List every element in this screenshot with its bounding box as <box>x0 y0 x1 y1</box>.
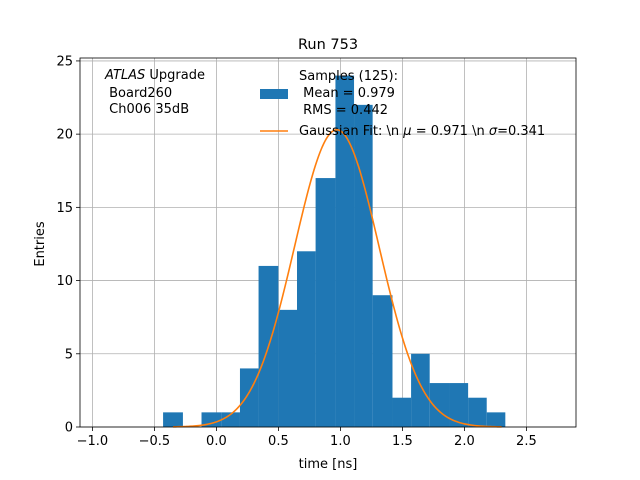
x-tick-label: 0.5 <box>268 434 289 449</box>
histogram-bars <box>163 75 506 428</box>
legend-fit-end: =0.341 <box>497 124 545 139</box>
legend-fit-mid: = 0.971 \n <box>412 124 489 139</box>
y-tick-label: 15 <box>56 201 73 216</box>
histogram-bar <box>278 309 297 427</box>
annotation-board: Board260 <box>105 86 172 101</box>
annotation-atlas-italic: ATLAS <box>104 68 145 83</box>
gaussian-fit-curve <box>172 128 502 428</box>
histogram-bar <box>297 251 316 427</box>
axes <box>79 57 577 428</box>
histogram-bar <box>468 397 487 427</box>
histogram-bar <box>315 178 336 427</box>
legend-samples-line1: Samples (125): <box>299 69 398 84</box>
legend-fit-sigma: σ <box>489 124 498 139</box>
legend-fit-mu: μ <box>402 124 411 139</box>
plot-frame <box>79 57 577 428</box>
histogram-bar <box>449 383 469 427</box>
histogram-bar <box>354 104 373 427</box>
atlas-annotation: ATLAS Upgrade Board260 Ch006 35dB <box>104 68 205 117</box>
legend-samples-line3: RMS = 0.442 <box>299 103 388 118</box>
annotation-upgrade: Upgrade <box>145 68 205 83</box>
histogram-bar <box>239 368 259 427</box>
x-tick-label: 1.5 <box>392 434 413 449</box>
histogram-bar <box>392 397 412 427</box>
legend-fit-label: Gaussian Fit: \n μ = 0.971 \n σ=0.341 <box>299 124 545 139</box>
y-tick-label: 0 <box>65 421 73 436</box>
annotation-channel: Ch006 35dB <box>105 102 189 117</box>
histogram-bar <box>486 412 506 427</box>
x-tick-label: 0.0 <box>206 434 227 449</box>
histogram-bar <box>335 75 355 428</box>
histogram-bar <box>201 412 222 427</box>
y-tick-label: 20 <box>56 128 73 143</box>
histogram-bar <box>411 353 430 427</box>
x-axis-label: time [ns] <box>299 457 358 472</box>
chart-title: Run 753 <box>298 37 358 53</box>
legend-bars-swatch <box>260 89 288 99</box>
svg-text:ATLAS Upgrade: ATLAS Upgrade <box>104 68 205 83</box>
x-tick-label: 2.0 <box>454 434 475 449</box>
x-tick-label: −0.5 <box>139 434 171 449</box>
y-tick-label: 25 <box>56 54 73 69</box>
histogram-bar <box>163 412 183 427</box>
tick-marks: −1.0 −0.5 0.0 0.5 1.0 1.5 2.0 2.5 0 5 10 15 20 25 <box>56 54 536 449</box>
histogram-bar <box>372 295 393 427</box>
x-tick-label: 1.0 <box>330 434 351 449</box>
histogram-bar <box>221 412 240 427</box>
x-tick-label: 2.5 <box>516 434 537 449</box>
y-tick-label: 10 <box>56 274 73 289</box>
legend-samples-line2: Mean = 0.979 <box>299 86 395 101</box>
y-tick-label: 5 <box>65 347 73 362</box>
fit-curve-path <box>172 128 502 428</box>
legend: Samples (125): Mean = 0.979 RMS = 0.442 … <box>260 69 545 139</box>
y-axis-label: Entries <box>33 221 48 267</box>
x-tick-label: −1.0 <box>77 434 109 449</box>
legend-fit-prefix: Gaussian Fit: \n <box>299 124 403 139</box>
